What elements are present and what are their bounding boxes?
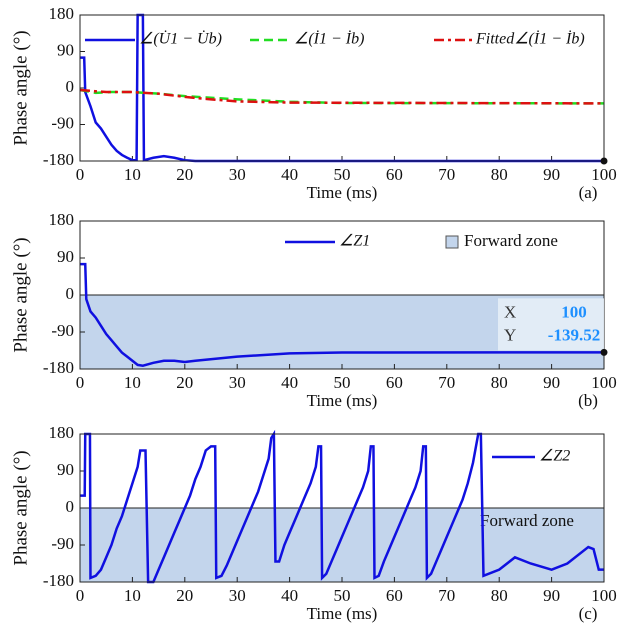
y-tick-label: -180 <box>43 571 74 590</box>
legend-label: ∠(İ1 − İb) <box>294 30 364 48</box>
y-tick-label: 0 <box>66 497 75 516</box>
x-tick-label: 0 <box>76 373 85 392</box>
x-tick-label: 10 <box>124 586 141 605</box>
series-line <box>80 13 604 163</box>
datatip-x-label: X <box>504 302 516 321</box>
x-tick-label: 60 <box>386 165 403 184</box>
x-tick-label: 50 <box>334 586 351 605</box>
x-tick-label: 0 <box>76 165 85 184</box>
x-tick-label: 50 <box>334 165 351 184</box>
y-tick-label: 0 <box>66 284 75 303</box>
x-tick-label: 40 <box>281 165 298 184</box>
datatip-y-value: -139.52 <box>548 325 600 344</box>
x-tick-label: 60 <box>386 373 403 392</box>
x-tick-label: 60 <box>386 586 403 605</box>
x-tick-label: 20 <box>176 165 193 184</box>
x-tick-label: 80 <box>491 373 508 392</box>
x-axis-label: Time (ms) <box>307 604 378 623</box>
x-axis-label: Time (ms) <box>307 183 378 202</box>
y-tick-label: -90 <box>51 534 74 553</box>
y-tick-label: 180 <box>49 4 75 23</box>
x-tick-label: 100 <box>591 373 617 392</box>
x-tick-label: 40 <box>281 373 298 392</box>
legend-label: ∠Z1 <box>339 233 370 250</box>
x-tick-label: 100 <box>591 586 617 605</box>
x-tick-label: 30 <box>229 165 246 184</box>
y-tick-label: -180 <box>43 358 74 377</box>
x-tick-label: 10 <box>124 165 141 184</box>
x-tick-label: 10 <box>124 373 141 392</box>
legend-label: ∠(U̇1 − U̇b) <box>139 30 222 47</box>
x-tick-label: 50 <box>334 373 351 392</box>
panel-label: (b) <box>578 391 598 410</box>
axes-box <box>79 14 605 162</box>
datatip-y-label: Y <box>504 325 516 344</box>
zone-legend-label: Forward zone <box>464 231 558 250</box>
y-tick-label: 90 <box>57 247 74 266</box>
axes-box <box>79 220 605 370</box>
datatip-marker <box>600 157 608 165</box>
x-tick-label: 70 <box>438 373 455 392</box>
y-tick-label: 0 <box>66 77 75 96</box>
y-tick-label: 90 <box>57 460 74 479</box>
x-tick-label: 40 <box>281 586 298 605</box>
y-tick-label: 180 <box>49 210 75 229</box>
x-tick-label: 20 <box>176 586 193 605</box>
x-tick-label: 70 <box>438 586 455 605</box>
datatip-box <box>498 298 604 351</box>
x-tick-label: 30 <box>229 586 246 605</box>
datatip-x-value: 100 <box>561 302 587 321</box>
y-axis-label: Phase angle (°) <box>10 450 31 565</box>
x-tick-label: 90 <box>543 165 560 184</box>
forward-zone <box>80 508 604 582</box>
y-axis-label: Phase angle (°) <box>10 237 31 352</box>
y-axis-label: Phase angle (°) <box>10 30 31 145</box>
legend-label: Fitted∠(İ1 − İb) <box>475 30 585 48</box>
x-tick-label: 100 <box>591 165 617 184</box>
y-tick-label: -90 <box>51 321 74 340</box>
series-line <box>80 262 605 367</box>
panel-label: (c) <box>579 604 598 623</box>
zone-legend-swatch <box>445 235 459 249</box>
x-tick-label: 20 <box>176 373 193 392</box>
y-tick-label: 90 <box>57 40 74 59</box>
series-line <box>79 88 605 105</box>
y-tick-label: -180 <box>43 150 74 169</box>
x-tick-label: 80 <box>491 165 508 184</box>
y-tick-label: 180 <box>49 423 75 442</box>
x-tick-label: 80 <box>491 586 508 605</box>
y-tick-label: -90 <box>51 113 74 132</box>
datatip-marker <box>600 348 608 356</box>
x-tick-label: 90 <box>543 586 560 605</box>
x-tick-label: 90 <box>543 373 560 392</box>
series-line <box>79 88 605 105</box>
x-axis-label: Time (ms) <box>307 391 378 410</box>
x-tick-label: 0 <box>76 586 85 605</box>
zone-label: Forward zone <box>480 511 574 530</box>
axes-box <box>79 433 605 583</box>
legend-label: ∠Z2 <box>539 448 570 465</box>
x-tick-label: 30 <box>229 373 246 392</box>
panel-label: (a) <box>579 183 598 202</box>
x-tick-label: 70 <box>438 165 455 184</box>
